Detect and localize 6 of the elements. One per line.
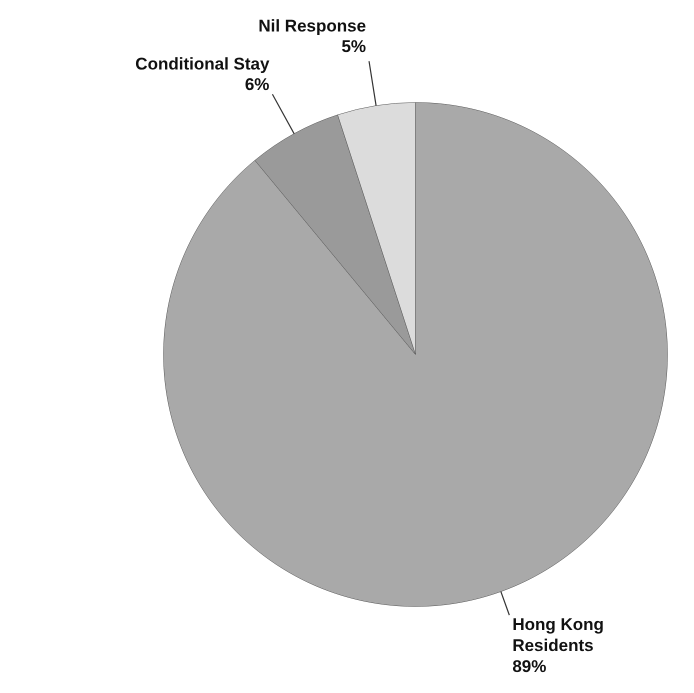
data-label: 6% [244, 75, 270, 94]
data-label: 89% [512, 656, 546, 676]
slice-label: Hong Kong Residents [512, 615, 604, 656]
slice-label: Nil Response [258, 16, 366, 36]
data-label: 5% [341, 37, 366, 56]
slice-label: Conditional Stay [135, 54, 270, 74]
